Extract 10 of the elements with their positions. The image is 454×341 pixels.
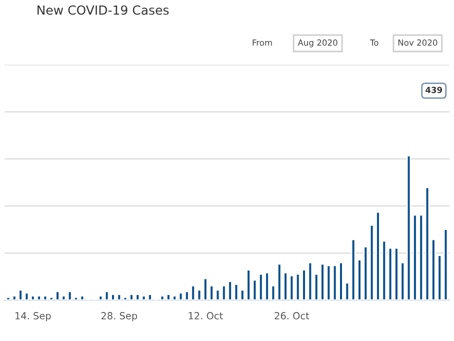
text: 439 <box>426 86 442 94</box>
text: From <box>252 40 272 46</box>
x-tick-label: 12. Oct <box>188 312 223 320</box>
x-tick-label: 14. Sep <box>16 312 51 322</box>
x-tick-label: 28. Sep <box>101 312 138 322</box>
text: Nov 2020 <box>398 39 438 46</box>
x-tick-label: 26. Oct <box>274 312 310 320</box>
chart-title: New COVID-19 Cases <box>38 5 169 15</box>
text: Aug 2020 <box>298 39 338 48</box>
text: To <box>370 40 378 46</box>
